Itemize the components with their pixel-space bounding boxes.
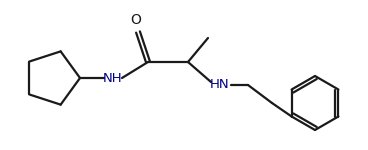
Text: HN: HN: [210, 78, 230, 92]
Text: O: O: [131, 13, 141, 27]
Text: NH: NH: [103, 72, 123, 84]
